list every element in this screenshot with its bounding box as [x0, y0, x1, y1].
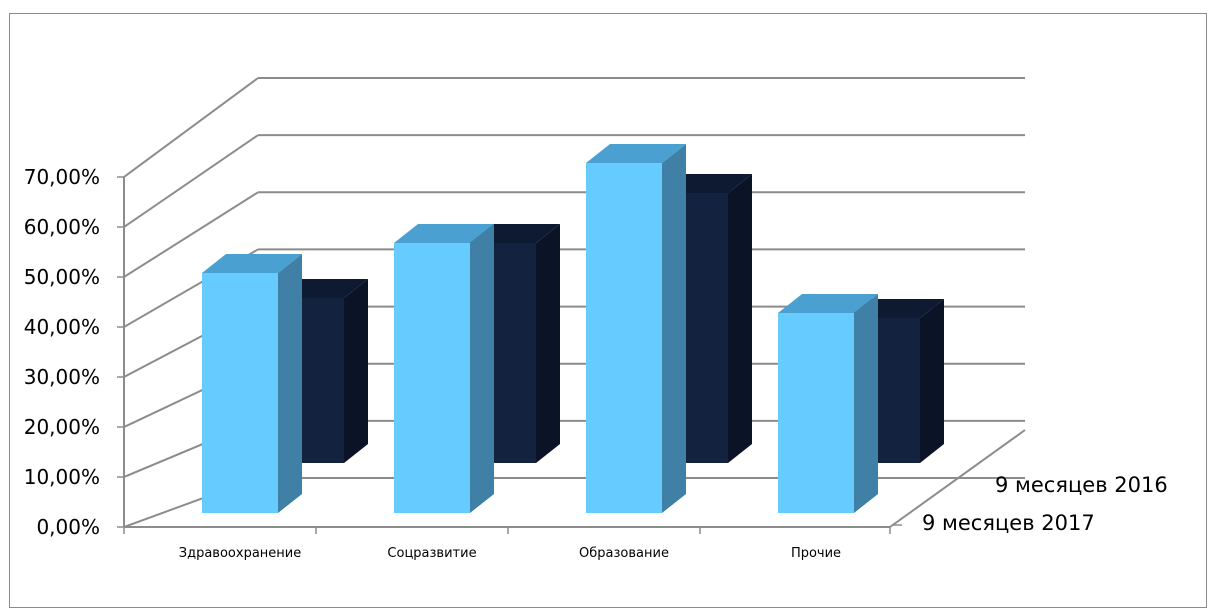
- bar-front: [778, 313, 854, 513]
- bar-front: [586, 163, 662, 513]
- y-tick-label: 40,00%: [24, 315, 100, 339]
- bar-top: [586, 144, 686, 163]
- depth-axis-labels: 9 месяцев 2016 9 месяцев 2017: [922, 473, 1168, 535]
- bar-side: [662, 144, 686, 513]
- bar-top: [202, 254, 302, 273]
- y-axis-ticks: 0,00% 10,00% 20,00% 30,00% 40,00% 50,00% 60,00…: [24, 165, 100, 539]
- y-tick-label: 70,00%: [24, 165, 100, 189]
- bar-top: [394, 224, 494, 243]
- y-tick-label: 20,00%: [24, 415, 100, 439]
- bar-side: [470, 224, 494, 513]
- x-tick-label: Прочие: [791, 546, 841, 561]
- y-tick-label: 60,00%: [24, 215, 100, 239]
- gridline-side: [123, 191, 259, 278]
- y-tick-label: 0,00%: [36, 515, 100, 539]
- bar-side: [920, 299, 944, 463]
- depth-label: 9 месяцев 2017: [922, 511, 1095, 535]
- y-tick-label: 10,00%: [24, 465, 100, 489]
- bar-top: [778, 294, 878, 313]
- depth-label: 9 месяцев 2016: [995, 473, 1168, 497]
- bar-side: [728, 174, 752, 463]
- x-tick-label: Образование: [579, 546, 669, 561]
- x-tick-label: Здравоохранение: [179, 546, 301, 561]
- y-tick-label: 30,00%: [24, 365, 100, 389]
- gridline-side: [123, 134, 259, 228]
- bar-layer: [202, 144, 944, 513]
- bar-side: [278, 254, 302, 513]
- bar-side: [536, 224, 560, 463]
- bar-front: [202, 273, 278, 513]
- gridline-side: [123, 77, 259, 178]
- bar-side: [854, 294, 878, 513]
- y-tick-label: 50,00%: [24, 265, 100, 289]
- x-axis-ticks: Здравоохранение Соцразвитие Образование Про…: [179, 546, 841, 561]
- bar-front: [394, 243, 470, 513]
- x-tick-label: Соцразвитие: [387, 546, 476, 561]
- bar-side: [344, 279, 368, 463]
